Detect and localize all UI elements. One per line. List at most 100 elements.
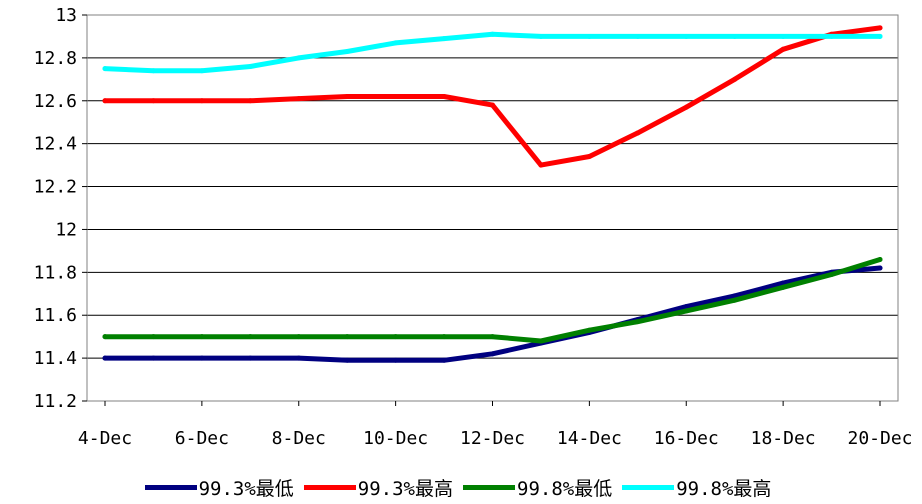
data-point xyxy=(683,33,689,39)
x-tick-label: 10-Dec xyxy=(363,428,428,449)
data-point xyxy=(344,357,350,363)
data-point xyxy=(199,68,205,74)
data-point xyxy=(150,334,156,340)
data-point xyxy=(296,55,302,61)
data-point xyxy=(780,33,786,39)
data-point xyxy=(877,265,883,271)
legend-label: 99.3%最低 xyxy=(198,477,294,500)
x-tick-label: 4-Dec xyxy=(78,428,132,449)
data-point xyxy=(247,63,253,69)
legend-swatch xyxy=(622,484,675,490)
y-tick-label: 12 xyxy=(55,219,77,240)
x-axis-ticks: 4-Dec 6-Dec 8-Dec 10-Dec 12-Dec 14-Dec 16-Dec 1… xyxy=(78,401,913,449)
x-tick-label: 12-Dec xyxy=(460,428,525,449)
data-point xyxy=(732,33,738,39)
y-tick-label: 12.2 xyxy=(34,177,77,198)
data-point xyxy=(877,256,883,262)
data-point xyxy=(344,48,350,54)
series-line xyxy=(102,31,883,74)
data-point xyxy=(441,36,447,42)
data-point xyxy=(586,33,592,39)
series-2 xyxy=(102,25,883,168)
y-axis-ticks: 11.2 11.4 11.6 11.8 12 12.2 12.4 12.6 12.8 13 xyxy=(34,5,87,412)
data-point xyxy=(732,293,738,299)
data-point xyxy=(393,334,399,340)
data-point xyxy=(829,33,835,39)
data-point xyxy=(732,76,738,82)
data-point xyxy=(102,66,108,72)
data-point xyxy=(780,280,786,286)
legend-label: 99.8%最低 xyxy=(517,477,613,500)
data-point xyxy=(150,355,156,361)
series-line xyxy=(102,25,883,168)
legend-item: 99.8%最低 xyxy=(463,474,618,501)
data-point xyxy=(393,40,399,46)
data-point xyxy=(490,334,495,340)
gridlines xyxy=(87,14,898,402)
data-point xyxy=(441,93,447,99)
data-point xyxy=(538,338,544,344)
data-point xyxy=(538,162,544,168)
legend-item: 99.8%最高 xyxy=(622,474,777,501)
x-tick-label: 18-Dec xyxy=(751,428,816,449)
y-tick-label: 12.6 xyxy=(34,91,77,112)
data-point xyxy=(490,31,495,37)
data-point xyxy=(683,308,689,314)
y-tick-label: 13 xyxy=(55,5,77,26)
y-tick-label: 11.6 xyxy=(34,305,77,326)
data-point xyxy=(344,334,350,340)
legend-swatch xyxy=(303,484,356,490)
data-point xyxy=(102,355,108,361)
legend-label: 99.3%最高 xyxy=(357,477,453,500)
x-tick-label: 8-Dec xyxy=(272,428,326,449)
plot-area-frame xyxy=(86,14,899,402)
series-lines xyxy=(102,25,883,363)
x-tick-label: 6-Dec xyxy=(175,428,229,449)
data-point xyxy=(102,334,108,340)
data-point xyxy=(247,355,253,361)
data-point xyxy=(102,98,108,104)
data-point xyxy=(829,271,835,277)
x-tick-label: 20-Dec xyxy=(847,428,912,449)
data-point xyxy=(393,357,399,363)
data-point xyxy=(441,357,447,363)
data-point xyxy=(683,104,689,110)
data-point xyxy=(199,355,205,361)
legend-swatch xyxy=(144,484,197,490)
data-point xyxy=(199,334,205,340)
data-point xyxy=(199,98,205,104)
y-tick-label: 12.8 xyxy=(34,48,77,69)
series-line xyxy=(102,257,883,344)
data-point xyxy=(247,334,253,340)
data-point xyxy=(150,98,156,104)
legend-item: 99.3%最高 xyxy=(303,474,459,501)
data-point xyxy=(683,304,689,310)
data-point xyxy=(635,33,641,39)
legend-label: 99.8%最高 xyxy=(676,477,772,500)
y-tick-label: 11.4 xyxy=(34,348,77,369)
legend: 99.3%最低 99.3%最高 99.8%最低 99.8%最高 xyxy=(0,470,922,504)
series-4 xyxy=(102,31,883,74)
line-chart: 11.2 11.4 11.6 11.8 12 12.2 12.4 12.6 12.8 13 4-D… xyxy=(34,5,913,449)
legend-swatch xyxy=(463,484,515,490)
data-point xyxy=(296,96,302,102)
legend-item: 99.3%最低 xyxy=(144,474,300,501)
data-point xyxy=(538,33,544,39)
y-tick-label: 12.4 xyxy=(34,134,77,155)
data-point xyxy=(441,334,447,340)
data-point xyxy=(296,355,302,361)
data-point xyxy=(780,284,786,290)
data-point xyxy=(490,102,495,108)
series-line xyxy=(102,265,883,363)
y-tick-label: 11.8 xyxy=(34,262,77,283)
data-point xyxy=(586,327,592,333)
data-point xyxy=(247,98,253,104)
data-point xyxy=(586,154,592,160)
series-3 xyxy=(102,256,883,344)
data-point xyxy=(732,297,738,303)
data-point xyxy=(490,351,495,357)
data-point xyxy=(635,130,641,136)
data-point xyxy=(780,46,786,52)
y-tick-label: 11.2 xyxy=(34,391,77,412)
data-point xyxy=(877,33,883,39)
